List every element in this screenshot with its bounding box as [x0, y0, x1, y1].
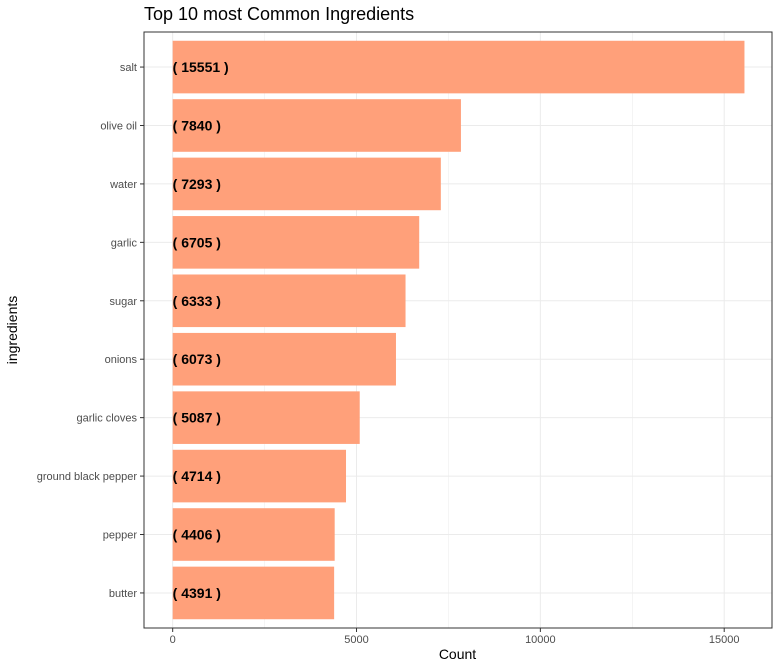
x-axis: 0 5000 10000 15000 [170, 628, 740, 646]
y-tick-label: sugar [109, 296, 137, 308]
panel-border [143, 31, 773, 629]
data-label: ( 15551 ) [173, 59, 229, 75]
data-label: ( 7293 ) [173, 176, 221, 192]
y-tick-label: ground black pepper [37, 471, 138, 483]
y-tick-label: pepper [103, 530, 138, 542]
data-label: ( 5087 ) [173, 410, 221, 426]
bar-olive-oil [172, 99, 461, 152]
data-label: ( 4391 ) [173, 585, 221, 601]
y-tick-label: garlic [111, 237, 138, 249]
bar-pepper [172, 508, 335, 561]
y-tick-label: olive oil [100, 120, 137, 132]
bar-ground-black-pepper [172, 449, 347, 503]
data-label: ( 6333 ) [173, 293, 221, 309]
bar-butter [172, 566, 335, 620]
y-tick-label: garlic cloves [76, 413, 137, 425]
data-label: ( 4714 ) [173, 468, 221, 484]
x-tick-label: 15000 [709, 634, 740, 646]
y-axis: salt olive oil water garlic sugar onions garli… [37, 62, 144, 600]
y-tick-label: water [109, 179, 137, 191]
bar-water [172, 157, 441, 211]
data-label: ( 6073 ) [173, 351, 221, 367]
x-tick-label: 0 [170, 634, 176, 646]
y-tick-label: butter [109, 588, 137, 600]
y-tick-label: salt [120, 62, 137, 74]
chart-title: Top 10 most Common Ingredients [144, 4, 414, 24]
bar-onions [172, 332, 396, 386]
bar-sugar [172, 274, 406, 328]
bar-garlic [172, 216, 420, 269]
x-tick-label: 5000 [344, 634, 368, 646]
x-tick-label: 10000 [525, 634, 556, 646]
y-axis-title: ingredients [4, 296, 20, 365]
y-tick-label: onions [105, 354, 138, 366]
data-label: ( 4406 ) [173, 527, 221, 543]
bar-garlic-cloves [172, 391, 360, 444]
data-label: ( 7840 ) [173, 117, 221, 133]
bar-salt [172, 40, 745, 94]
data-labels: ( 15551 ) ( 7840 ) ( 7293 ) ( 6705 ) ( 6333 … [173, 59, 229, 601]
data-label: ( 6705 ) [173, 234, 221, 250]
bars [172, 40, 745, 620]
x-axis-title: Count [439, 646, 476, 662]
